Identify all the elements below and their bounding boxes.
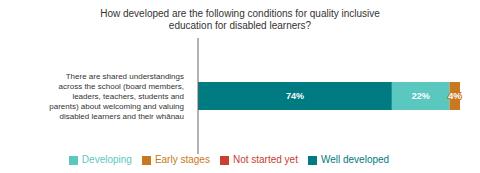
svg-text:74%: 74%	[286, 91, 304, 101]
html-text:education for disabled learner: education for disabled learners?	[168, 20, 312, 31]
svg-text:There are shared understanding: There are shared understandingsacross th…	[49, 72, 184, 121]
html-text:Not started yet: Not started yet	[232, 154, 298, 165]
html-text:How developed are the followin: How developed are the following conditio…	[100, 8, 380, 19]
html-text:Well developed: Well developed	[321, 154, 390, 165]
html-text:Early stages: Early stages	[154, 154, 210, 165]
svg-text:22%: 22%	[412, 91, 430, 101]
svg-text:4%: 4%	[448, 91, 461, 101]
html-text:Developing: Developing	[81, 154, 132, 165]
